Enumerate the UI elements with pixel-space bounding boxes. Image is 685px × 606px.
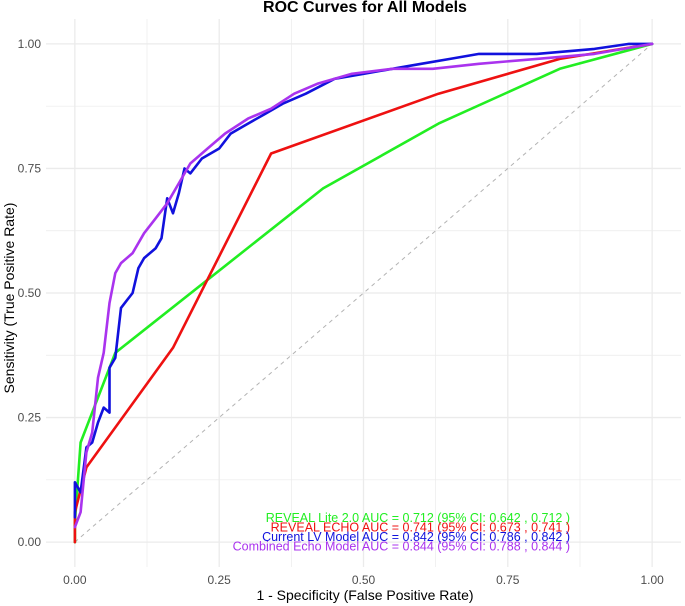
x-tick-label: 1.00	[640, 573, 664, 587]
y-tick-label: 0.50	[18, 286, 42, 300]
x-tick-label: 0.75	[496, 573, 520, 587]
x-tick-label: 0.00	[63, 573, 87, 587]
auc-annotation-4: Combined Echo Model AUC = 0.844 (95% CI:…	[233, 540, 570, 554]
y-tick-label: 0.00	[18, 535, 42, 549]
roc-curve-series-2	[73, 42, 654, 544]
x-axis-title: 1 - Specificity (False Positive Rate)	[256, 587, 473, 603]
y-axis-title: Sensitivity (True Positive Rate)	[1, 203, 17, 394]
auc-annotation-2: REVEAL ECHO AUC = 0.741 (95% CI: 0.673 ,…	[271, 521, 570, 535]
roc-curve-series-4	[73, 42, 654, 529]
auc-annotation-1: REVEAL Lite 2.0 AUC = 0.712 (95% CI: 0.6…	[266, 511, 570, 525]
roc-curve-series-3	[73, 42, 654, 519]
y-tick-label: 1.00	[18, 37, 42, 51]
y-tick-label: 0.25	[18, 411, 42, 425]
x-tick-label: 0.25	[208, 573, 232, 587]
plot-area: 0.00 0.25 0.50 0.75 1.00 0.00 0.25 0.50 0.75 1.00…	[18, 19, 681, 587]
reference-diagonal-line	[74, 43, 653, 543]
y-tick-label: 0.75	[18, 161, 42, 175]
auc-annotation-3: Current LV Model AUC = 0.842 (95% CI: 0.…	[262, 530, 570, 544]
chart-title: ROC Curves for All Models	[263, 0, 467, 16]
x-tick-label: 0.50	[352, 573, 376, 587]
